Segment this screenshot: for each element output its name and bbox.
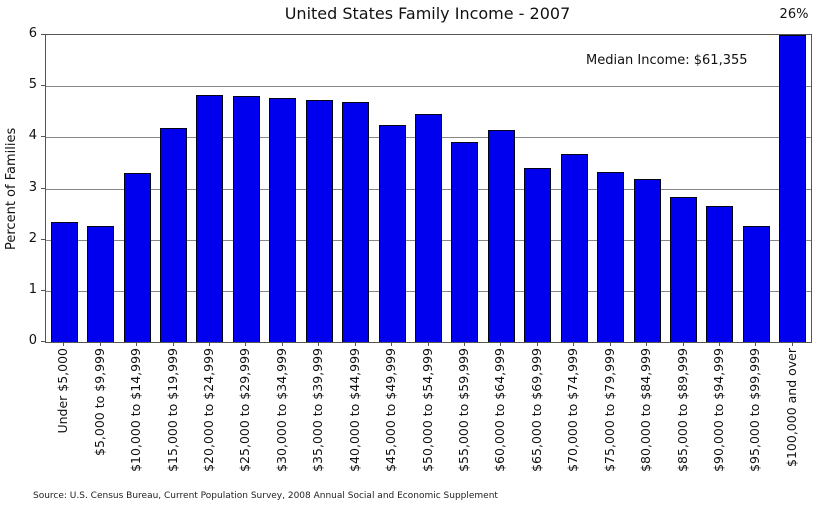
plot-area: Median Income: $61,355 — [45, 34, 812, 343]
x-tick-label: $85,000 to $89,999 — [674, 348, 690, 472]
x-tick-label: $20,000 to $24,999 — [200, 348, 216, 472]
x-tick-label: $50,000 to $54,999 — [419, 348, 435, 472]
x-tick-label: $30,000 to $34,999 — [273, 348, 289, 472]
bar — [269, 97, 297, 342]
x-tick-label: $65,000 to $69,999 — [528, 348, 544, 472]
bar — [560, 154, 588, 342]
chart-title: United States Family Income - 2007 — [284, 4, 571, 23]
y-tick-label: 2 — [28, 230, 37, 246]
x-tick-mark — [791, 342, 793, 346]
x-tick-label: $35,000 to $39,999 — [310, 348, 326, 472]
x-tick-label: Under $5,000 — [55, 348, 71, 434]
x-tick-mark — [646, 342, 648, 346]
bar — [524, 167, 552, 342]
x-tick-label: $95,000 to $99,999 — [747, 348, 763, 472]
x-tick-label: $25,000 to $29,999 — [237, 348, 253, 472]
y-tick-mark — [41, 85, 45, 87]
x-tick-mark — [536, 342, 538, 346]
x-tick-label: $45,000 to $49,999 — [383, 348, 399, 472]
x-tick-mark — [755, 342, 757, 346]
x-tick-label: $10,000 to $14,999 — [128, 348, 144, 472]
bar — [415, 113, 442, 342]
x-tick-label: $75,000 to $79,999 — [601, 348, 617, 472]
bar — [597, 171, 625, 342]
bar — [196, 94, 224, 342]
bar — [779, 35, 807, 342]
y-tick-label: 5 — [28, 77, 37, 93]
x-tick-mark — [172, 342, 174, 346]
last-bar-value-label: 26% — [779, 7, 809, 22]
x-tick-mark — [500, 342, 502, 346]
bar — [50, 222, 78, 342]
y-tick-mark — [41, 238, 45, 240]
x-tick-label: $90,000 to $94,999 — [710, 348, 726, 472]
source-note: Source: U.S. Census Bureau, Current Popu… — [33, 491, 498, 501]
bar — [305, 99, 333, 342]
x-tick-label: $5,000 to $9,999 — [91, 348, 107, 456]
bar — [487, 129, 515, 342]
x-tick-mark — [354, 342, 356, 346]
bar — [670, 197, 697, 342]
bar — [232, 95, 260, 342]
y-tick-mark — [41, 136, 45, 138]
x-tick-mark — [609, 342, 611, 346]
bar — [87, 225, 115, 342]
bar — [378, 125, 406, 342]
y-tick-mark — [41, 341, 45, 342]
x-tick-mark — [391, 342, 393, 346]
x-tick-mark — [427, 342, 429, 346]
x-tick-mark — [208, 342, 210, 346]
x-tick-mark — [682, 342, 684, 346]
y-tick-mark — [41, 34, 45, 35]
x-tick-mark — [573, 342, 575, 346]
x-tick-label: $15,000 to $19,999 — [164, 348, 180, 472]
bar — [633, 179, 661, 342]
bar — [742, 225, 770, 342]
x-tick-label: $55,000 to $59,999 — [455, 348, 471, 472]
bar — [451, 142, 479, 342]
bar — [706, 205, 734, 342]
y-tick-label: 0 — [28, 333, 37, 348]
x-tick-mark — [99, 342, 101, 346]
x-tick-mark — [281, 342, 283, 346]
y-tick-label: 1 — [28, 281, 37, 297]
x-tick-mark — [463, 342, 465, 346]
y-tick-mark — [41, 187, 45, 189]
x-tick-mark — [245, 342, 247, 346]
y-tick-label: 6 — [28, 26, 37, 41]
bar — [342, 102, 370, 342]
gridline — [46, 86, 811, 88]
x-tick-mark — [136, 342, 138, 346]
x-tick-mark — [718, 342, 720, 346]
y-tick-label: 4 — [28, 128, 37, 144]
bar — [123, 173, 151, 342]
x-tick-label: $80,000 to $84,999 — [638, 348, 654, 472]
x-tick-label: $70,000 to $74,999 — [565, 348, 581, 472]
x-tick-label: $100,000 and over — [783, 348, 799, 467]
y-tick-mark — [41, 289, 45, 291]
median-income-annotation: Median Income: $61,355 — [586, 53, 748, 68]
x-tick-mark — [318, 342, 320, 346]
x-tick-label: $60,000 to $64,999 — [492, 348, 508, 472]
x-tick-label: $40,000 to $44,999 — [346, 348, 362, 472]
x-tick-mark — [63, 342, 65, 346]
y-tick-label: 3 — [28, 179, 37, 195]
bar — [160, 128, 187, 342]
